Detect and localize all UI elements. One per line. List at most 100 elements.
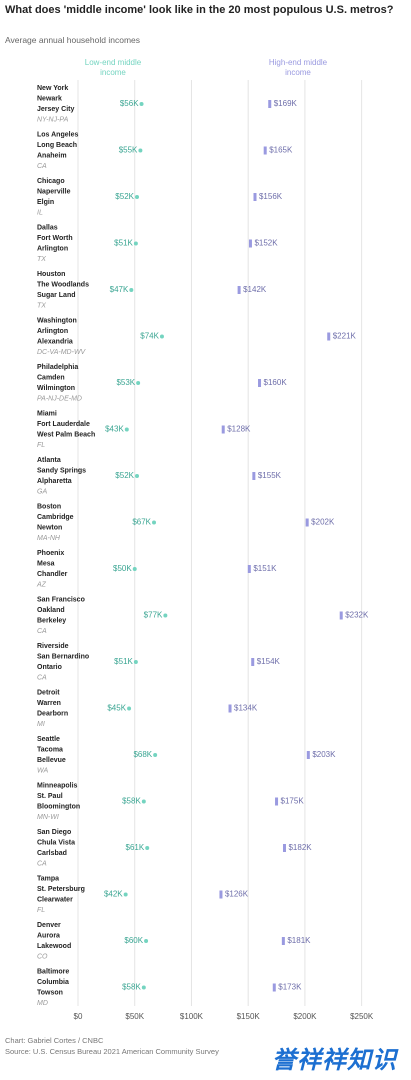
- high-point: [251, 658, 255, 666]
- category-label: Alpharetta: [37, 478, 72, 485]
- region-label: CA: [37, 628, 47, 635]
- category-label: Chicago: [37, 178, 65, 185]
- value-label: $128K: [227, 425, 251, 434]
- region-label: PA-NJ-DE-MD: [37, 395, 82, 402]
- low-point: [152, 520, 157, 525]
- value-label: $55K: [119, 146, 138, 155]
- category-label: Dallas: [37, 224, 58, 231]
- x-tick-label: $200K: [293, 1012, 317, 1021]
- category-label: Clearwater: [37, 896, 73, 903]
- category-label: Seattle: [37, 736, 60, 743]
- value-label: $203K: [312, 750, 336, 759]
- low-point: [138, 148, 143, 153]
- low-point: [132, 567, 137, 571]
- region-label: CA: [37, 860, 47, 867]
- legend-entry: High-end middle income: [268, 58, 328, 77]
- category-label: Boston: [37, 503, 61, 510]
- low-point: [134, 474, 139, 478]
- high-point: [219, 890, 223, 899]
- category-label: Chula Vista: [37, 839, 75, 846]
- value-label: $51K: [114, 657, 133, 666]
- category-label: San Bernardino: [37, 653, 89, 660]
- low-point: [127, 706, 132, 711]
- category-label: Aurora: [37, 932, 60, 939]
- category-label: Tacoma: [37, 746, 63, 753]
- category-label: Tampa: [37, 875, 59, 882]
- x-tick-label: $250K: [350, 1012, 374, 1021]
- value-label: $53K: [116, 378, 135, 387]
- value-label: $56K: [120, 99, 139, 108]
- category-label: Arlington: [37, 328, 68, 335]
- category-label: Berkeley: [37, 617, 66, 624]
- category-label: Bellevue: [37, 757, 66, 764]
- category-label: St. Petersburg: [37, 886, 85, 893]
- category-label: St. Paul: [37, 793, 63, 800]
- category-label: Denver: [37, 922, 61, 929]
- low-point: [133, 660, 138, 664]
- low-point: [129, 288, 134, 292]
- value-label: $181K: [287, 936, 311, 945]
- category-label: Philadelphia: [37, 364, 78, 371]
- low-point: [124, 427, 129, 432]
- value-label: $221K: [333, 332, 357, 341]
- value-label: $142K: [243, 285, 267, 294]
- region-label: WA: [37, 767, 48, 774]
- category-label: Atlanta: [37, 457, 61, 464]
- category-label: Baltimore: [37, 968, 69, 975]
- category-label: Jersey City: [37, 106, 74, 113]
- region-label: AZ: [36, 581, 47, 588]
- value-label: $155K: [258, 471, 282, 480]
- category-label: Washington: [37, 317, 77, 324]
- low-point: [144, 939, 149, 943]
- category-label: Arlington: [37, 245, 68, 252]
- low-point: [139, 102, 144, 106]
- category-label: Chandler: [37, 571, 68, 578]
- high-point: [252, 472, 256, 480]
- value-label: $58K: [122, 983, 141, 992]
- category-label: Warren: [37, 700, 61, 707]
- value-label: $52K: [115, 471, 134, 480]
- category-label: Sandy Springs: [37, 467, 86, 474]
- category-label: Bloomington: [37, 803, 80, 810]
- low-point: [141, 799, 146, 804]
- category-label: Riverside: [37, 643, 69, 650]
- category-label: Sugar Land: [37, 292, 76, 299]
- category-label: Houston: [37, 271, 65, 278]
- category-label: Detroit: [37, 689, 60, 696]
- category-label: Dearborn: [37, 710, 68, 717]
- category-label: The Woodlands: [37, 281, 89, 288]
- high-point: [247, 565, 251, 573]
- category-label: Columbia: [37, 979, 69, 986]
- category-label: Cambridge: [37, 514, 74, 521]
- value-label: $42K: [104, 890, 123, 899]
- value-label: $202K: [311, 518, 335, 527]
- category-label: Anaheim: [37, 152, 67, 159]
- category-label: Camden: [37, 374, 65, 381]
- low-point: [136, 381, 141, 385]
- category-label: Ontario: [37, 664, 62, 671]
- region-label: FL: [37, 907, 45, 914]
- value-label: $134K: [234, 704, 258, 713]
- category-label: Alexandria: [37, 338, 73, 345]
- region-label: CA: [37, 163, 47, 170]
- category-label: Naperville: [37, 188, 71, 195]
- category-label: Towson: [37, 989, 63, 996]
- low-point: [134, 195, 139, 199]
- category-label: Miami: [37, 410, 57, 417]
- chart-subtitle: Average annual household incomes: [5, 35, 140, 45]
- category-label: Long Beach: [37, 142, 77, 149]
- category-label: Minneapolis: [37, 782, 78, 789]
- high-point: [237, 286, 241, 294]
- value-label: $43K: [105, 425, 124, 434]
- value-label: $45K: [107, 704, 126, 713]
- category-label: Oakland: [37, 607, 65, 614]
- low-point: [159, 334, 164, 339]
- value-label: $58K: [122, 797, 141, 806]
- low-point: [123, 892, 128, 897]
- region-label: CO: [37, 953, 48, 960]
- high-point: [221, 425, 225, 434]
- value-label: $182K: [288, 843, 312, 852]
- high-point: [339, 611, 343, 620]
- value-label: $50K: [113, 564, 132, 573]
